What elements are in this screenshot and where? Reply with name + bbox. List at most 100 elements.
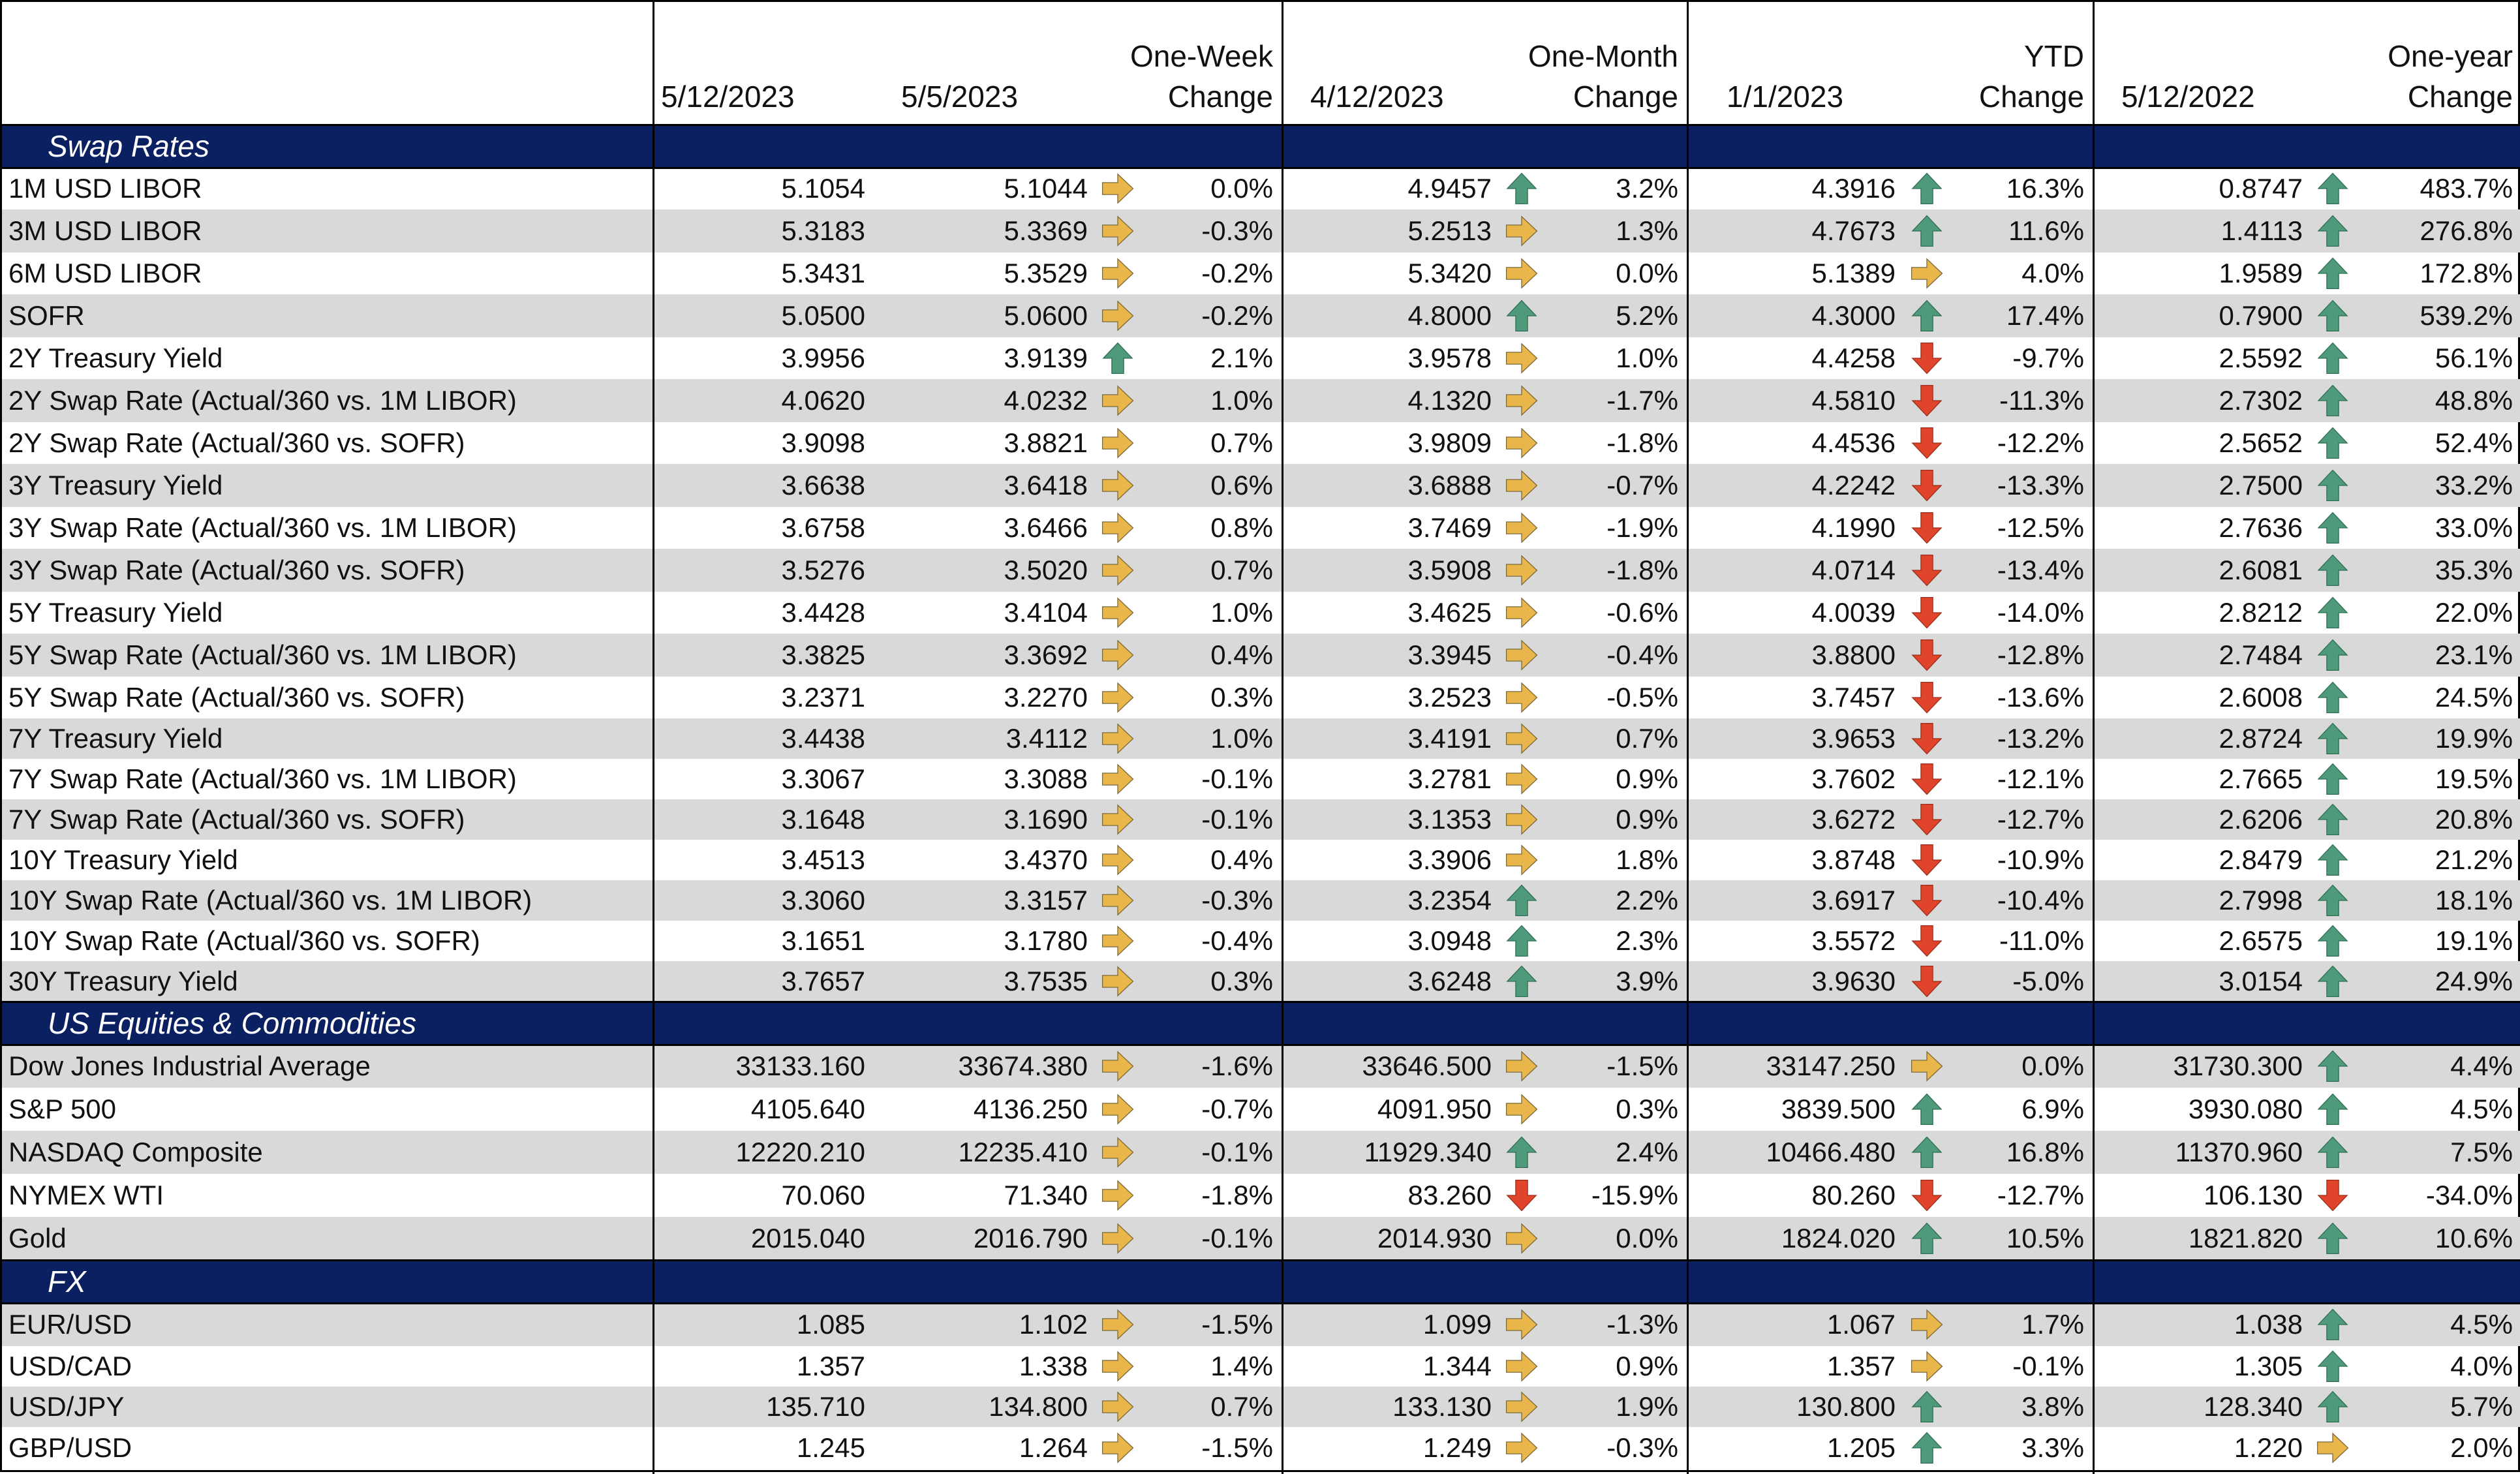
ytd-change: -12.7% xyxy=(1997,804,2084,835)
year-direction-up-arrow-icon xyxy=(2313,840,2352,880)
row-label: 5Y Treasury Yield xyxy=(8,597,223,628)
table-rule xyxy=(2,1044,2520,1046)
year-change: 21.2% xyxy=(2435,844,2513,875)
year-change: 24.5% xyxy=(2435,682,2513,713)
week-change: -1.5% xyxy=(1201,1432,1273,1463)
table-rule xyxy=(2,1001,2520,1003)
week-ago-value: 3.2270 xyxy=(1004,682,1088,713)
week-direction-flat-arrow-icon xyxy=(1098,961,1137,1002)
column-header-line2: 5/5/2023 xyxy=(901,80,1019,114)
month-direction-flat-arrow-icon xyxy=(1502,422,1541,464)
year-direction-up-arrow-icon xyxy=(2313,253,2352,294)
ytd-start-value: 3.5572 xyxy=(1811,925,1896,956)
week-change: -1.5% xyxy=(1201,1309,1273,1340)
row-label: 1M USD LIBOR xyxy=(8,173,202,204)
table-rule xyxy=(2,167,2520,169)
ytd-direction-down-arrow-icon xyxy=(1907,840,1946,880)
year-ago-value: 1.9589 xyxy=(2219,258,2303,288)
row-label: USD/CAD xyxy=(8,1351,132,1381)
month-ago-value: 5.2513 xyxy=(1407,215,1492,246)
year-change: 4.4% xyxy=(2450,1051,2513,1081)
column-header-line2: Change xyxy=(1167,80,1273,114)
table-row: 3Y Swap Rate (Actual/360 vs. 1M LIBOR) 3.… xyxy=(2,507,2520,549)
year-change: 539.2% xyxy=(2420,300,2513,331)
current-value: 3.3060 xyxy=(781,885,865,915)
week-direction-flat-arrow-icon xyxy=(1098,1427,1137,1469)
column-divider xyxy=(1687,2,1689,1474)
table-row: NASDAQ Composite 12220.210 12235.410 -0.1% 1… xyxy=(2,1131,2520,1174)
row-label: 7Y Swap Rate (Actual/360 vs. SOFR) xyxy=(8,804,465,835)
ytd-direction-up-arrow-icon xyxy=(1907,294,1946,337)
section-header: Swap Rates xyxy=(2,125,2520,168)
month-direction-flat-arrow-icon xyxy=(1502,1387,1541,1427)
table-row: NYMEX WTI 70.060 71.340 -1.8% 83.260 -15.9% 80… xyxy=(2,1174,2520,1217)
year-direction-up-arrow-icon xyxy=(2313,1303,2352,1346)
month-change: 5.2% xyxy=(1616,300,1678,331)
ytd-direction-down-arrow-icon xyxy=(1907,961,1946,1002)
week-change: -0.1% xyxy=(1201,804,1273,835)
ytd-change: 6.9% xyxy=(2021,1094,2084,1124)
year-change: 35.3% xyxy=(2435,555,2513,585)
ytd-start-value: 1824.020 xyxy=(1781,1223,1896,1253)
current-value: 1.245 xyxy=(796,1432,865,1463)
year-ago-value: 11370.960 xyxy=(2175,1137,2303,1167)
month-change: -0.3% xyxy=(1606,1432,1678,1463)
ytd-direction-down-arrow-icon xyxy=(1907,549,1946,592)
current-value: 3.1651 xyxy=(781,925,865,956)
week-ago-value: 3.6418 xyxy=(1004,470,1088,500)
month-change: 1.0% xyxy=(1616,343,1678,373)
ytd-start-value: 10466.480 xyxy=(1766,1137,1896,1167)
ytd-direction-down-arrow-icon xyxy=(1907,634,1946,677)
week-direction-flat-arrow-icon xyxy=(1098,549,1137,592)
week-direction-flat-arrow-icon xyxy=(1098,464,1137,507)
table-row: 7Y Swap Rate (Actual/360 vs. SOFR) 3.1648… xyxy=(2,799,2520,840)
week-change: 0.3% xyxy=(1210,682,1273,713)
week-ago-value: 5.0600 xyxy=(1004,300,1088,331)
year-direction-up-arrow-icon xyxy=(2313,592,2352,634)
row-label: EUR/USD xyxy=(8,1309,132,1340)
year-change: 2.0% xyxy=(2450,1432,2513,1463)
current-value: 135.710 xyxy=(766,1391,865,1422)
week-direction-flat-arrow-icon xyxy=(1098,507,1137,549)
column-header: 5/12/2022 xyxy=(2121,2,2317,125)
year-direction-up-arrow-icon xyxy=(2313,1387,2352,1427)
week-direction-flat-arrow-icon xyxy=(1098,718,1137,759)
week-change: 0.7% xyxy=(1210,555,1273,585)
month-ago-value: 4.8000 xyxy=(1407,300,1492,331)
month-change: 0.9% xyxy=(1616,763,1678,794)
month-change: 0.9% xyxy=(1616,1351,1678,1381)
ytd-start-value: 130.800 xyxy=(1796,1391,1896,1422)
column-header-line2: Change xyxy=(1978,80,2084,114)
year-change: 24.9% xyxy=(2435,966,2513,996)
row-label: S&P 500 xyxy=(8,1094,117,1124)
week-change: 0.3% xyxy=(1210,966,1273,996)
week-direction-flat-arrow-icon xyxy=(1098,799,1137,840)
year-direction-up-arrow-icon xyxy=(2313,379,2352,422)
month-change: 0.7% xyxy=(1616,723,1678,754)
current-value: 5.1054 xyxy=(781,173,865,204)
ytd-direction-up-arrow-icon xyxy=(1907,1217,1946,1260)
current-value: 1.357 xyxy=(796,1351,865,1381)
month-change: 3.2% xyxy=(1616,173,1678,204)
year-ago-value: 1821.820 xyxy=(2188,1223,2303,1253)
ytd-direction-down-arrow-icon xyxy=(1907,507,1946,549)
row-label: 3Y Treasury Yield xyxy=(8,470,223,500)
section-title: Swap Rates xyxy=(48,129,210,163)
year-ago-value: 2.7636 xyxy=(2219,512,2303,543)
month-ago-value: 4.1320 xyxy=(1407,385,1492,416)
month-direction-up-arrow-icon xyxy=(1502,168,1541,209)
ytd-change: 1.7% xyxy=(2021,1309,2084,1340)
week-direction-flat-arrow-icon xyxy=(1098,1346,1137,1387)
month-direction-up-arrow-icon xyxy=(1502,294,1541,337)
year-ago-value: 1.220 xyxy=(2234,1432,2303,1463)
ytd-start-value: 3.7602 xyxy=(1811,763,1896,794)
week-ago-value: 1.264 xyxy=(1019,1432,1088,1463)
year-ago-value: 2.7665 xyxy=(2219,763,2303,794)
column-header: 5/12/2023 xyxy=(661,2,857,125)
month-ago-value: 3.5908 xyxy=(1407,555,1492,585)
table-row: Gold 2015.040 2016.790 -0.1% 2014.930 0.0% 182… xyxy=(2,1217,2520,1260)
column-header: 1/1/2023 xyxy=(1727,2,1922,125)
week-ago-value: 71.340 xyxy=(1004,1180,1088,1210)
year-change: 23.1% xyxy=(2435,639,2513,670)
